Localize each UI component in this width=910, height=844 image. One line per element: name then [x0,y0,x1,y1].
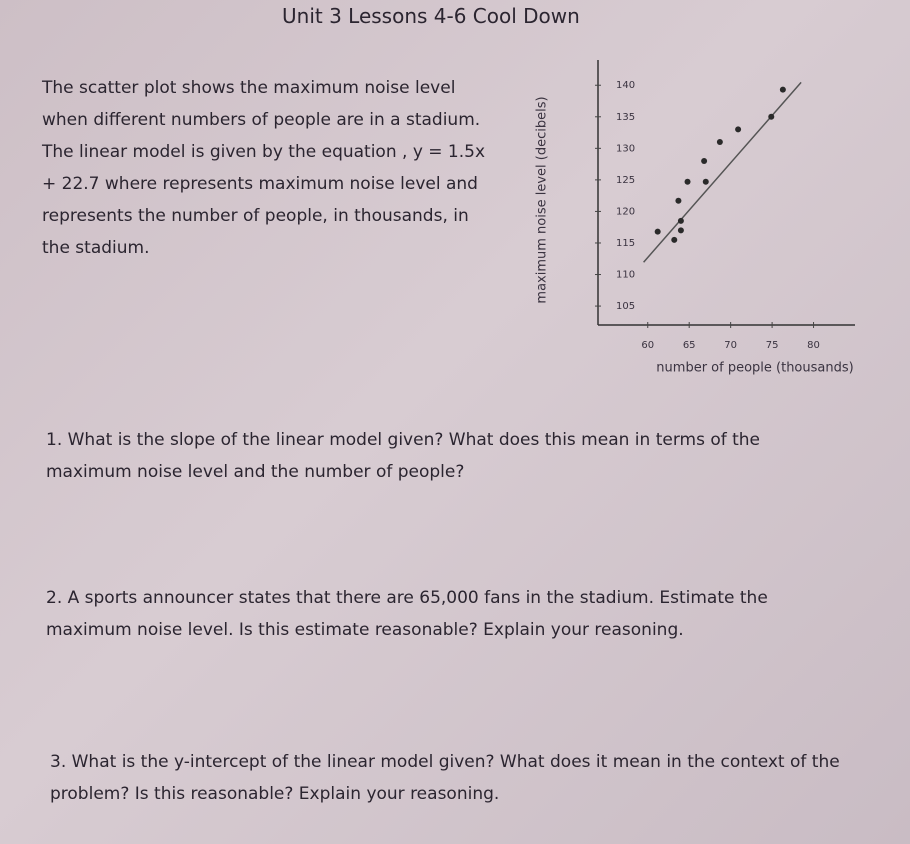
point [702,178,709,185]
point [716,139,723,146]
y-tick-label: 140 [616,80,635,91]
point [735,126,742,133]
y-tick-label: 115 [616,238,635,249]
x-axis-label: number of people (thousands) [656,361,853,376]
x-tick-label: 65 [683,340,696,351]
intro: The scatter plot shows the maximum noise… [42,78,486,258]
y-tick-label: 135 [616,112,635,123]
point [671,236,678,243]
y-tick-label: 105 [616,301,635,312]
title: Unit 3 Lessons 4-6 Cool Down [282,4,580,28]
y-tick-label: 120 [616,206,635,217]
question: 1. What is the slope of the linear model… [46,430,761,482]
y-tick-label: 125 [616,175,635,186]
point [677,217,684,224]
question: 3. What is the y-intercept of the linear… [50,752,840,804]
y-tick-label: 130 [616,143,635,154]
x-tick-label: 80 [807,340,820,351]
point [654,228,661,235]
chart: number of people (thousands) maximum noi… [535,60,855,376]
point [684,178,691,185]
trend-line [643,81,802,263]
x-tick-label: 60 [641,340,654,351]
x-tick-label: 75 [766,340,779,351]
point [701,157,708,164]
y-axis-label: maximum noise level (decibels) [535,96,550,303]
point [768,113,775,120]
point [675,197,682,204]
question: 2. A sports announcer states that there … [46,588,768,640]
point [779,86,786,93]
y-tick-label: 110 [616,270,635,281]
point [677,227,684,234]
x-tick-label: 70 [724,340,737,351]
